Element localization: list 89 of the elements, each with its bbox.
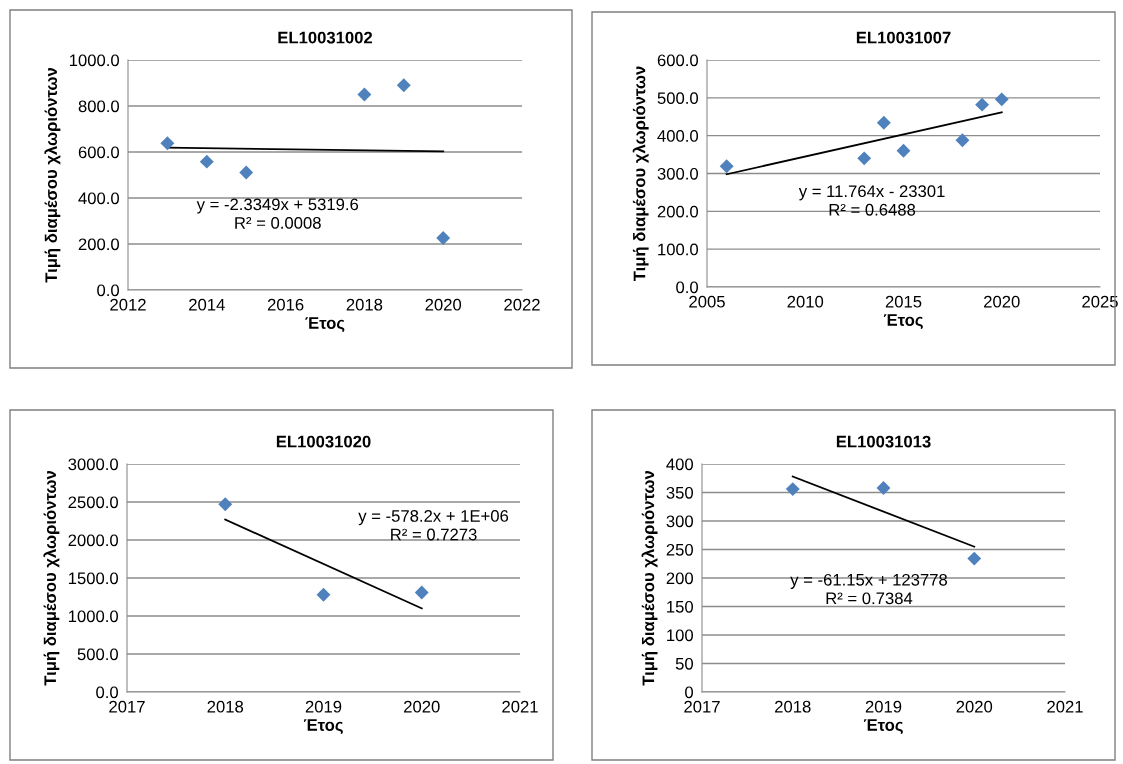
y-tick-label: 0.0	[676, 281, 699, 294]
x-tick-label: 2018	[775, 700, 811, 713]
y-tick-label: 400	[666, 458, 694, 471]
chart-title: EL10031002	[278, 31, 373, 44]
x-axis-title: Έτος	[863, 719, 903, 734]
x-tick-label: 2005	[689, 295, 725, 308]
x-tick-label: 2022	[504, 298, 540, 311]
point	[857, 151, 872, 166]
x-tick-label: 2019	[305, 700, 342, 713]
point	[994, 92, 1009, 107]
y-tick-label: 300	[666, 515, 694, 528]
point	[955, 133, 970, 148]
point	[896, 143, 911, 158]
y-tick-label: 100	[667, 629, 694, 642]
chart-title: EL10031007	[856, 31, 951, 44]
y-axis-title: Τιμή διαμέσου χλωριόντων	[43, 470, 60, 686]
annotation: y = -2.3349x + 5319.6	[196, 198, 359, 214]
chart-title: EL10031013	[836, 435, 931, 448]
y-tick-label: 1500.0	[68, 572, 119, 585]
point	[396, 78, 411, 93]
annotation: y = -578.2x + 1E+06	[358, 510, 509, 526]
point	[719, 159, 734, 174]
y-tick-label: 100.0	[658, 243, 699, 256]
x-tick-label: 2020	[984, 295, 1020, 308]
y-tick-label: 2500.0	[68, 496, 119, 509]
annotation: R² = 0.0008	[235, 217, 321, 229]
y-tick-label: 0	[685, 686, 694, 699]
x-tick-label: 2020	[404, 700, 440, 713]
x-tick-label: 2019	[865, 700, 902, 713]
annotation: y = 11.764x - 23301	[798, 185, 945, 201]
y-tick-label: 400.0	[78, 192, 120, 205]
y-tick-label: 200.0	[657, 205, 699, 218]
point	[414, 585, 429, 600]
x-tick-label: 2021	[502, 700, 538, 713]
x-axis-title: Έτος	[883, 314, 923, 329]
y-tick-label: 2000.0	[68, 534, 119, 547]
point	[239, 165, 254, 180]
chart-title: EL10031020	[276, 435, 371, 448]
x-tick-label: 2018	[207, 700, 244, 713]
point	[876, 115, 891, 130]
x-tick-label: 2016	[267, 298, 304, 311]
annotation: R² = 0.7384	[826, 592, 913, 605]
y-tick-label: 1000.0	[69, 54, 120, 67]
x-tick-label: 2020	[956, 700, 993, 713]
y-tick-label: 200.0	[78, 238, 120, 251]
x-tick-label: 2025	[1082, 295, 1118, 308]
y-tick-label: 150	[667, 600, 694, 613]
y-tick-label: 800.0	[78, 100, 120, 113]
y-tick-label: 400.0	[657, 130, 699, 142]
annotation: R² = 0.6488	[829, 203, 916, 216]
y-tick-label: 600.0	[657, 54, 699, 67]
y-tick-label: 250	[666, 543, 694, 556]
x-tick-label: 2020	[425, 298, 462, 311]
x-tick-label: 2014	[189, 298, 225, 311]
annotation: R² = 0.7273	[391, 528, 477, 541]
point	[357, 87, 372, 102]
point	[160, 136, 175, 151]
y-tick-label: 500.0	[77, 648, 119, 661]
y-axis-title: Τιμή διαμέσου χλωριόντων	[44, 67, 61, 283]
point	[975, 97, 990, 112]
y-tick-label: 300.0	[657, 167, 699, 180]
x-tick-label: 2017	[109, 700, 145, 713]
x-tick-label: 2018	[346, 298, 383, 311]
y-tick-label: 1000.0	[68, 610, 119, 623]
point	[876, 481, 891, 495]
y-tick-label: 600.0	[78, 146, 120, 159]
y-axis-title: Τιμή διαμέσου χλωριόντων	[632, 66, 649, 282]
y-tick-label: 0.0	[97, 284, 120, 297]
point	[218, 497, 233, 512]
point	[316, 587, 331, 602]
x-tick-label: 2021	[1047, 700, 1083, 713]
y-axis-title: Τιμή διαμέσου χλωριόντων	[641, 470, 658, 686]
x-axis-title: Έτος	[305, 317, 345, 332]
annotation: y = -61.15x + 123778	[790, 573, 948, 589]
y-tick-label: 0.0	[96, 686, 119, 699]
y-tick-label: 200	[666, 572, 694, 585]
y-tick-label: 50	[675, 657, 694, 670]
y-tick-label: 3000.0	[68, 458, 119, 471]
y-tick-label: 500.0	[657, 92, 699, 105]
point	[785, 482, 800, 497]
x-tick-label: 2015	[885, 295, 922, 308]
x-axis-title: Έτος	[303, 719, 343, 734]
x-tick-label: 2012	[110, 298, 146, 311]
point	[436, 231, 451, 245]
x-tick-label: 2010	[787, 295, 824, 308]
point	[967, 551, 982, 566]
y-tick-label: 350	[666, 486, 694, 499]
x-tick-label: 2017	[684, 700, 720, 713]
point	[199, 154, 214, 169]
